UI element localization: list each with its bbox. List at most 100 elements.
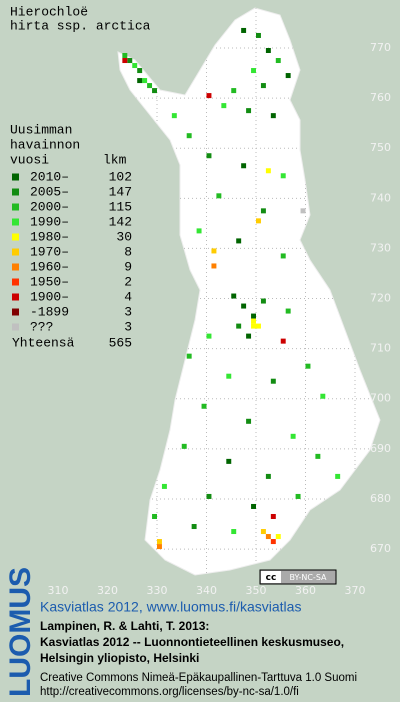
observation-square xyxy=(285,73,291,79)
observation-square xyxy=(256,218,261,224)
y-tick-label: 760 xyxy=(370,91,391,104)
legend-swatch xyxy=(12,293,19,301)
legend-swatch xyxy=(12,233,19,241)
observation-square xyxy=(280,338,286,344)
observation-square xyxy=(280,173,286,179)
observation-square xyxy=(260,298,266,304)
observation-square xyxy=(305,363,311,369)
y-tick-label: 770 xyxy=(370,41,391,54)
legend-label: 1990– xyxy=(30,214,69,229)
observation-square xyxy=(260,529,266,535)
observation-square xyxy=(251,313,256,319)
y-tick-label: 690 xyxy=(370,442,391,455)
legend-label: 1960– xyxy=(30,259,69,274)
observation-square xyxy=(206,153,212,159)
title: hirta ssp. arctica xyxy=(10,18,151,33)
legend: 2010– 102 2005– 147 2000– 115 1990– 142 1980– 30 1… xyxy=(12,169,132,334)
legend-label: 1970– xyxy=(30,244,69,259)
citation: Kasviatlas 2012 -- Luonnontieteellinen k… xyxy=(40,635,344,649)
observation-square xyxy=(260,208,266,214)
x-tick-label: 330 xyxy=(147,584,168,597)
observation-square xyxy=(285,308,291,314)
x-tick-label: 360 xyxy=(295,584,316,597)
observation-square xyxy=(161,483,167,489)
legend-swatch xyxy=(12,188,19,196)
observation-square xyxy=(226,458,232,464)
observation-square xyxy=(147,83,153,89)
atlas-link: Kasviatlas 2012, www.luomus.fi/kasviatla… xyxy=(40,599,301,615)
observation-square xyxy=(206,333,212,339)
observation-square xyxy=(157,544,162,550)
legend-swatch xyxy=(12,173,19,181)
observation-square xyxy=(186,133,192,139)
y-tick-label: 730 xyxy=(370,241,391,254)
legend-count: 30 xyxy=(116,229,132,244)
legend-count: 9 xyxy=(124,259,132,274)
observation-square xyxy=(152,513,157,520)
y-tick-label: 680 xyxy=(370,492,391,505)
observation-square xyxy=(181,443,187,449)
observation-square xyxy=(251,318,256,324)
legend-total-label: Yhteensä xyxy=(12,335,75,350)
x-tick-label: 310 xyxy=(48,584,69,597)
observation-square xyxy=(251,503,256,509)
observation-square xyxy=(320,393,326,399)
observation-square xyxy=(201,403,207,409)
y-tick-label: 670 xyxy=(370,542,391,555)
legend-count: 8 xyxy=(124,244,132,259)
legend-count: 3 xyxy=(124,319,132,334)
observation-square xyxy=(275,534,281,540)
observation-square xyxy=(236,323,242,329)
observation-square xyxy=(186,353,192,359)
observation-square xyxy=(300,208,306,214)
observation-square xyxy=(335,473,341,479)
observation-square xyxy=(171,113,177,119)
legend-label: 2005– xyxy=(30,184,69,199)
license: Creative Commons Nimeä-Epäkaupallinen-Ta… xyxy=(40,672,357,684)
legend-label: 1950– xyxy=(30,274,69,289)
observation-square xyxy=(265,168,271,174)
y-tick-label: 700 xyxy=(370,392,391,405)
observation-square xyxy=(265,473,271,479)
observation-square xyxy=(270,378,276,384)
legend-swatch xyxy=(12,218,19,226)
y-tick-label: 750 xyxy=(370,141,391,154)
x-tick-label: 370 xyxy=(345,584,366,597)
legend-label: ??? xyxy=(30,319,53,334)
legend-heading: vuosi xyxy=(10,152,49,167)
observation-square xyxy=(157,539,162,545)
observation-square xyxy=(315,453,321,459)
legend-swatch xyxy=(12,323,19,331)
observation-square xyxy=(127,58,133,64)
y-tick-label: 710 xyxy=(370,342,391,355)
observation-square xyxy=(270,113,276,119)
observation-square xyxy=(241,303,247,309)
legend-count: 115 xyxy=(109,199,132,214)
legend-count: 4 xyxy=(124,289,132,304)
legend-label: 1980– xyxy=(30,229,69,244)
x-tick-label: 350 xyxy=(246,584,267,597)
license-url: http://creativecommons.org/licenses/by-n… xyxy=(40,686,299,698)
legend-count: 3 xyxy=(124,304,132,319)
observation-square xyxy=(251,68,256,74)
observation-square xyxy=(152,88,157,94)
legend-count: 2 xyxy=(124,274,132,289)
observation-square xyxy=(246,418,252,424)
citation: Helsingin yliopisto, Helsinki xyxy=(40,651,199,665)
observation-square xyxy=(275,58,281,64)
observation-square xyxy=(231,293,237,299)
y-tick-label: 740 xyxy=(370,191,391,204)
observation-square xyxy=(246,108,252,114)
legend-swatch xyxy=(12,278,19,286)
legend-swatch xyxy=(12,263,19,271)
observation-square xyxy=(226,373,232,379)
legend-count: 147 xyxy=(109,184,132,199)
observation-square xyxy=(206,493,212,499)
observation-square xyxy=(265,534,271,540)
observation-square xyxy=(280,253,286,259)
observation-square xyxy=(251,323,256,329)
x-tick-label: 320 xyxy=(97,584,118,597)
legend-label: 2010– xyxy=(30,169,69,184)
legend-label: -1899 xyxy=(30,304,69,319)
